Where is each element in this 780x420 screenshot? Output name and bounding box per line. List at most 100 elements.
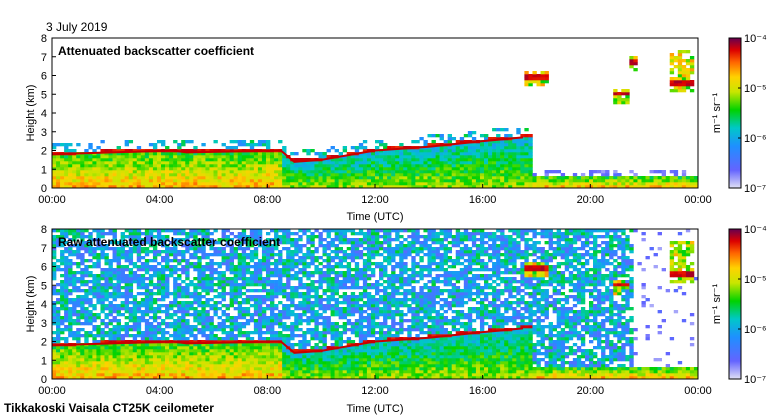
heatmap-cell: [132, 313, 138, 317]
heatmap-cell: [261, 283, 267, 287]
heatmap-cell: [116, 328, 121, 332]
heatmap-cell: [568, 179, 574, 183]
heatmap-cell: [92, 376, 97, 380]
heatmap-cell: [165, 367, 170, 371]
heatmap-cell: [60, 143, 65, 147]
heatmap-cell: [253, 179, 259, 183]
heatmap-cell: [80, 262, 85, 266]
heatmap-cell: [265, 304, 271, 308]
heatmap-cell: [253, 268, 259, 272]
heatmap-cell: [76, 334, 81, 338]
heatmap-cell: [278, 268, 283, 272]
heatmap-cell: [314, 373, 319, 377]
heatmap-cell: [302, 256, 307, 260]
heatmap-cell: [152, 328, 158, 332]
heatmap-cell: [338, 364, 343, 368]
heatmap-cell: [136, 355, 142, 359]
heatmap-cell: [213, 307, 218, 311]
heatmap-cell: [625, 89, 630, 93]
heatmap-cell: [508, 185, 513, 189]
heatmap-cell: [88, 170, 93, 174]
heatmap-cell: [165, 164, 170, 168]
heatmap-cell: [148, 229, 154, 233]
heatmap-cell: [508, 167, 513, 171]
heatmap-cell: [140, 268, 146, 272]
heatmap-cell: [338, 301, 343, 305]
heatmap-cell: [197, 185, 202, 189]
heatmap-cell: [181, 164, 186, 168]
heatmap-cell: [181, 289, 186, 293]
heatmap-cell: [241, 253, 247, 257]
heatmap-cell: [209, 319, 214, 323]
heatmap-cell: [52, 143, 57, 147]
heatmap-cell: [177, 283, 182, 287]
heatmap-cell: [100, 164, 105, 168]
heatmap-cell: [237, 268, 243, 272]
heatmap-cell: [181, 176, 186, 180]
heatmap-cell: [209, 361, 214, 365]
heatmap-cell: [528, 167, 533, 171]
heatmap-cell: [302, 349, 307, 353]
heatmap-cell: [233, 361, 239, 365]
heatmap-cell: [496, 143, 501, 147]
heatmap-cell: [80, 370, 85, 374]
heatmap-cell: [104, 173, 109, 177]
heatmap-cell: [116, 182, 121, 186]
heatmap-cell: [330, 268, 335, 272]
heatmap-cell: [56, 235, 61, 239]
heatmap-cell: [253, 241, 259, 245]
heatmap-cell: [136, 265, 142, 269]
heatmap-cell: [221, 247, 226, 251]
heatmap-cell: [136, 173, 142, 177]
heatmap-cell: [128, 316, 134, 320]
heatmap-cell: [286, 292, 291, 296]
heatmap-cell: [112, 364, 117, 368]
heatmap-cell: [52, 277, 57, 281]
heatmap-cell: [189, 280, 194, 284]
heatmap-cell: [189, 283, 194, 287]
heatmap-cell: [439, 182, 444, 186]
heatmap-cell: [96, 176, 101, 180]
heatmap-cell: [88, 370, 93, 374]
heatmap-cell: [60, 253, 65, 257]
heatmap-cell: [274, 313, 279, 317]
heatmap-cell: [286, 253, 291, 257]
heatmap-cell: [88, 331, 93, 335]
heatmap-cell: [249, 256, 255, 260]
heatmap-cell: [156, 277, 162, 281]
heatmap-cell: [108, 313, 113, 317]
heatmap-cell: [261, 307, 267, 311]
heatmap-cell: [144, 235, 150, 239]
heatmap-cell: [572, 179, 578, 183]
heatmap-cell: [580, 185, 586, 189]
heatmap-cell: [80, 167, 85, 171]
heatmap-cell: [193, 373, 198, 377]
heatmap-cell: [52, 286, 57, 290]
heatmap-cell: [161, 331, 166, 335]
heatmap-cell: [229, 250, 234, 254]
heatmap-cell: [407, 182, 412, 186]
heatmap-cell: [64, 289, 69, 293]
heatmap-cell: [136, 370, 142, 374]
heatmap-cell: [500, 170, 505, 174]
heatmap-cell: [80, 247, 85, 251]
heatmap-cell: [274, 289, 279, 293]
heatmap-cell: [358, 164, 364, 168]
heatmap-cell: [108, 170, 113, 174]
heatmap-cell: [124, 361, 130, 365]
heatmap-cell: [411, 161, 416, 165]
heatmap-cell: [108, 310, 113, 314]
heatmap-cell: [108, 295, 113, 299]
heatmap-cell: [322, 331, 327, 335]
heatmap-cell: [140, 164, 146, 168]
heatmap-cell: [193, 185, 198, 189]
heatmap-cell: [221, 262, 226, 266]
heatmap-cell: [60, 283, 65, 287]
heatmap-cell: [306, 238, 311, 242]
heatmap-cell: [189, 253, 194, 257]
heatmap-cell: [677, 89, 683, 93]
heatmap-cell: [201, 244, 206, 248]
heatmap-cell: [233, 283, 239, 287]
heatmap-cell: [237, 259, 243, 263]
heatmap-cell: [298, 319, 303, 323]
